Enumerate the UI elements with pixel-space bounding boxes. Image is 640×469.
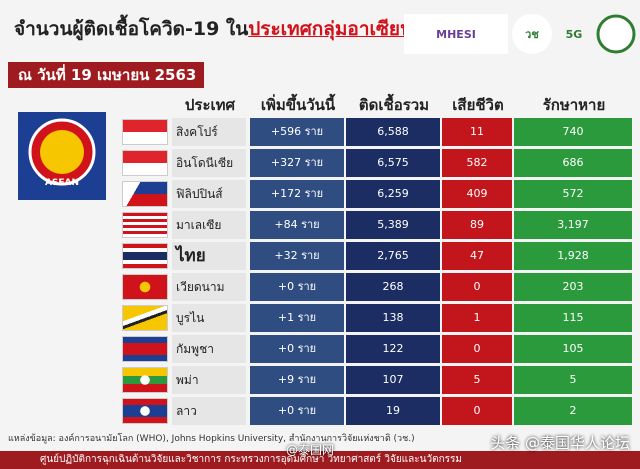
column-header: ติดเชื้อรวม <box>358 96 430 114</box>
deaths-cell: 582 <box>442 149 512 177</box>
title: จำนวนผู้ติดเชื้อโควิด-19 ในประเทศกลุ่มอา… <box>14 14 413 44</box>
flag <box>122 150 168 176</box>
deaths-cell: 47 <box>442 242 512 270</box>
country-name: อินโดนีเซีย <box>172 149 246 177</box>
recovered-cell: 3,197 <box>514 211 632 239</box>
increase-cell: +1 ราย <box>250 304 344 332</box>
watermark: @泰国网 <box>286 443 335 457</box>
title-prefix: จำนวนผู้ติดเชื้อโควิด-19 ใน <box>14 18 249 40</box>
logo: วช <box>512 14 552 54</box>
column-header: รักษาหาย <box>542 96 606 114</box>
total-cell: 2,765 <box>346 242 440 270</box>
total-cell: 138 <box>346 304 440 332</box>
recovered-cell: 203 <box>514 273 632 301</box>
total-cell: 6,588 <box>346 118 440 146</box>
flag <box>122 119 168 145</box>
increase-cell: +0 ราย <box>250 397 344 425</box>
footer: ศูนย์ปฏิบัติการฉุกเฉินด้านวิจัยและวิชากา… <box>0 451 640 469</box>
asean-logo: ASEAN <box>18 112 106 200</box>
deaths-cell: 11 <box>442 118 512 146</box>
total-cell: 268 <box>346 273 440 301</box>
flag <box>122 212 168 238</box>
increase-cell: +0 ราย <box>250 273 344 301</box>
recovered-cell: 740 <box>514 118 632 146</box>
moph-logo <box>596 14 636 54</box>
country-name: กัมพูชา <box>172 335 246 363</box>
deaths-cell: 0 <box>442 397 512 425</box>
deaths-cell: 89 <box>442 211 512 239</box>
column-header: ประเทศ <box>184 96 236 114</box>
country-name: เวียดนาม <box>172 273 246 301</box>
deaths-cell: 0 <box>442 335 512 363</box>
country-name: มาเลเซีย <box>172 211 246 239</box>
asean-text: ASEAN <box>45 178 79 188</box>
country-name: ฟิลิปปินส์ <box>172 180 246 208</box>
increase-cell: +596 ราย <box>250 118 344 146</box>
title-highlight: ประเทศกลุ่มอาเซียน <box>248 18 414 40</box>
flag <box>122 336 168 362</box>
total-cell: 107 <box>346 366 440 394</box>
flag <box>122 274 168 300</box>
country-name: สิงคโปร์ <box>172 118 246 146</box>
increase-cell: +0 ราย <box>250 335 344 363</box>
logo: MHESI <box>404 14 508 54</box>
logo: 5G <box>565 27 583 41</box>
country-name: บูรไน <box>172 304 246 332</box>
recovered-cell: 686 <box>514 149 632 177</box>
deaths-cell: 5 <box>442 366 512 394</box>
flag <box>122 181 168 207</box>
source: แหล่งข้อมูล: องค์การอนามัยโลก (WHO), Joh… <box>8 434 415 444</box>
total-cell: 6,259 <box>346 180 440 208</box>
increase-cell: +172 ราย <box>250 180 344 208</box>
deaths-cell: 1 <box>442 304 512 332</box>
total-cell: 122 <box>346 335 440 363</box>
date-bar: ณ วันที่ 19 เมษายน 2563 <box>8 62 204 88</box>
country-name: พม่า <box>172 366 246 394</box>
deaths-cell: 0 <box>442 273 512 301</box>
increase-cell: +9 ราย <box>250 366 344 394</box>
increase-cell: +327 ราย <box>250 149 344 177</box>
recovered-cell: 2 <box>514 397 632 425</box>
recovered-cell: 1,928 <box>514 242 632 270</box>
recovered-cell: 115 <box>514 304 632 332</box>
deaths-cell: 409 <box>442 180 512 208</box>
total-cell: 19 <box>346 397 440 425</box>
total-cell: 5,389 <box>346 211 440 239</box>
country-name: ลาว <box>172 397 246 425</box>
flag <box>122 398 168 424</box>
increase-cell: +32 ราย <box>250 242 344 270</box>
column-header: เพิ่มขึ้นวันนี้ <box>260 96 336 114</box>
flag <box>122 367 168 393</box>
recovered-cell: 105 <box>514 335 632 363</box>
country-name: ไทย <box>172 242 246 270</box>
total-cell: 6,575 <box>346 149 440 177</box>
recovered-cell: 5 <box>514 366 632 394</box>
flag <box>122 305 168 331</box>
flag <box>122 243 168 269</box>
watermark: 头条 @泰国华人论坛 <box>490 434 630 452</box>
increase-cell: +84 ราย <box>250 211 344 239</box>
column-header: เสียชีวิต <box>452 96 504 114</box>
recovered-cell: 572 <box>514 180 632 208</box>
